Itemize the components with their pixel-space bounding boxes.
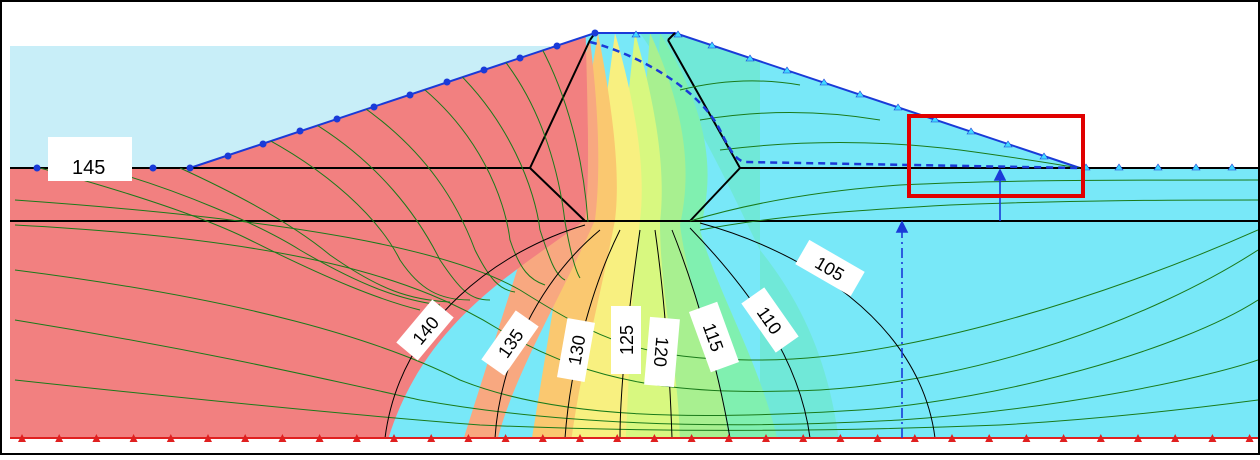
- contour-label-120: 120: [644, 316, 680, 388]
- boundary-marker: [204, 434, 212, 442]
- boundary-marker: [55, 434, 64, 442]
- boundary-marker: [1022, 434, 1031, 442]
- material-boundaries: [10, 32, 1258, 222]
- boundary-marker: [92, 434, 101, 442]
- boundary-marker: [129, 434, 138, 442]
- contour-label-115: 115: [688, 301, 740, 373]
- contour-labels: 140 135 130 125 120 115 110 105: [396, 239, 865, 388]
- bottom-boundary-markers: [10, 434, 1258, 442]
- boundary-marker: [836, 434, 845, 442]
- highlight-box: [907, 114, 1085, 198]
- boundary-marker: [315, 434, 324, 442]
- boundary-marker: [1208, 434, 1217, 442]
- sky-mask: [10, 10, 1258, 168]
- boundary-marker: [538, 434, 547, 442]
- boundary-marker: [948, 434, 956, 442]
- boundary-marker: [1059, 434, 1068, 442]
- boundary-marker: [501, 434, 510, 442]
- boundary-marker: [650, 434, 659, 442]
- boundary-marker: [985, 434, 994, 442]
- boundary-marker: [464, 434, 473, 442]
- boundary-marker: [799, 434, 808, 442]
- boundary-marker: [390, 434, 398, 442]
- seepage-face-markers: [631, 30, 1237, 171]
- boundary-marker: [910, 434, 919, 442]
- boundary-marker: [352, 434, 361, 442]
- boundary-marker: [762, 434, 770, 442]
- boundary-marker: [1134, 434, 1142, 442]
- phreatic-line: [589, 40, 1081, 170]
- head-label-upstream: 145: [48, 137, 132, 181]
- contour-label-130: 130: [557, 318, 595, 382]
- boundary-marker: [1171, 434, 1180, 442]
- head-label-upstream-text: 145: [72, 157, 105, 179]
- boundary-marker: [873, 434, 882, 442]
- boundary-marker: [687, 434, 696, 442]
- svg-text:125: 125: [617, 325, 637, 355]
- boundary-marker: [278, 434, 287, 442]
- boundary-marker: [724, 434, 733, 442]
- flux-section-arrows: [895, 168, 1007, 438]
- boundary-marker: [166, 434, 175, 442]
- boundary-marker: [1245, 434, 1254, 442]
- contour-label-125: 125: [611, 306, 641, 374]
- contour-label-140: 140: [396, 299, 454, 361]
- boundary-marker: [427, 434, 436, 442]
- boundary-marker: [613, 434, 622, 442]
- boundary-marker: [241, 434, 250, 442]
- svg-text:120: 120: [650, 336, 673, 368]
- boundary-marker: [576, 434, 584, 442]
- boundary-marker: [18, 434, 26, 442]
- boundary-marker: [1096, 434, 1105, 442]
